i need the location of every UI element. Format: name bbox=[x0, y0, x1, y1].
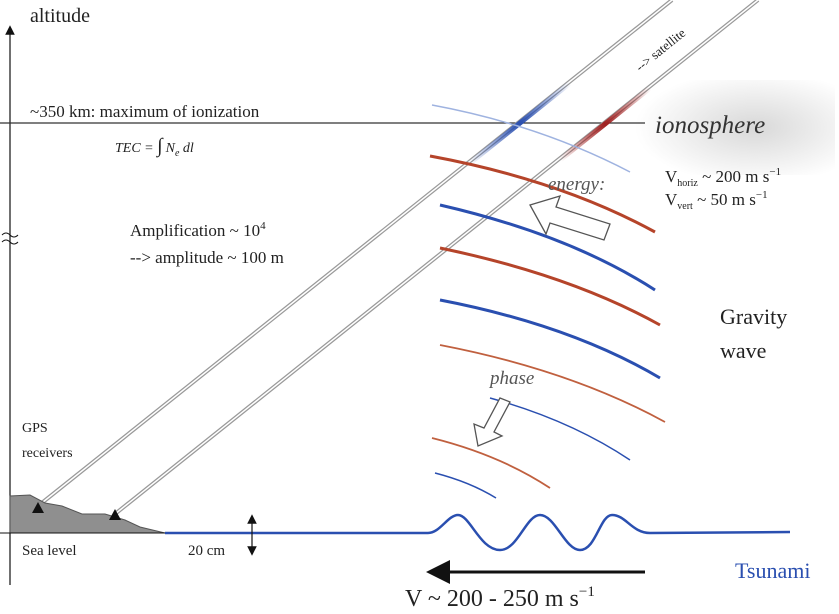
satellite-line-1 bbox=[36, 0, 674, 508]
v-vert-label: Vvert ~ 50 m s−1 bbox=[665, 189, 768, 212]
land bbox=[9, 494, 166, 534]
wavefront-red bbox=[429, 154, 656, 234]
gps-label-1: GPS bbox=[22, 421, 48, 436]
tec-formula: TEC = ∫ Ne dl bbox=[115, 135, 194, 159]
ionization-label: ~350 km: maximum of ionization bbox=[30, 102, 260, 121]
gps-receiver-icon bbox=[109, 509, 121, 520]
wavefront-red bbox=[439, 344, 666, 423]
wavefront-red bbox=[431, 437, 551, 489]
wavefront-faint bbox=[431, 104, 631, 173]
axis-label: altitude bbox=[30, 5, 90, 27]
wavefront-blue bbox=[439, 298, 661, 380]
axis-break-icon bbox=[1, 232, 19, 245]
ionosphere-glow bbox=[635, 80, 835, 175]
amplitude-marker-label: 20 cm bbox=[188, 543, 225, 559]
energy-arrow-icon bbox=[529, 195, 611, 241]
phase-arrow-icon bbox=[473, 397, 511, 447]
gravity-wave-label-2: wave bbox=[720, 338, 766, 363]
wavefront-blue bbox=[434, 472, 497, 499]
ionosphere-label: ionosphere bbox=[655, 112, 765, 139]
gravity-wavefronts bbox=[429, 154, 666, 499]
wavefront-blue bbox=[489, 397, 631, 461]
gps-label-2: receivers bbox=[22, 446, 73, 461]
speed-label: V ~ 200 - 250 m s−1 bbox=[405, 584, 595, 612]
wavefront-blue bbox=[439, 203, 656, 292]
tsunami-wave bbox=[165, 513, 791, 552]
energy-label: energy: bbox=[548, 174, 605, 195]
gps-receiver-icon bbox=[32, 502, 44, 513]
wavefront-red bbox=[439, 246, 661, 327]
satellite-label: --> satellite bbox=[632, 25, 688, 74]
satellite-line-2 bbox=[113, 0, 760, 516]
gravity-wave-label-1: Gravity bbox=[720, 304, 787, 329]
tsunami-label: Tsunami bbox=[735, 558, 810, 583]
phase-label: phase bbox=[488, 368, 534, 389]
v-horiz-label: Vhoriz ~ 200 m s−1 bbox=[665, 166, 781, 189]
sea-level-label: Sea level bbox=[22, 543, 77, 559]
amplitude-label: --> amplitude ~ 100 m bbox=[130, 248, 284, 267]
amplification-label: Amplification ~ 104 bbox=[130, 220, 266, 240]
